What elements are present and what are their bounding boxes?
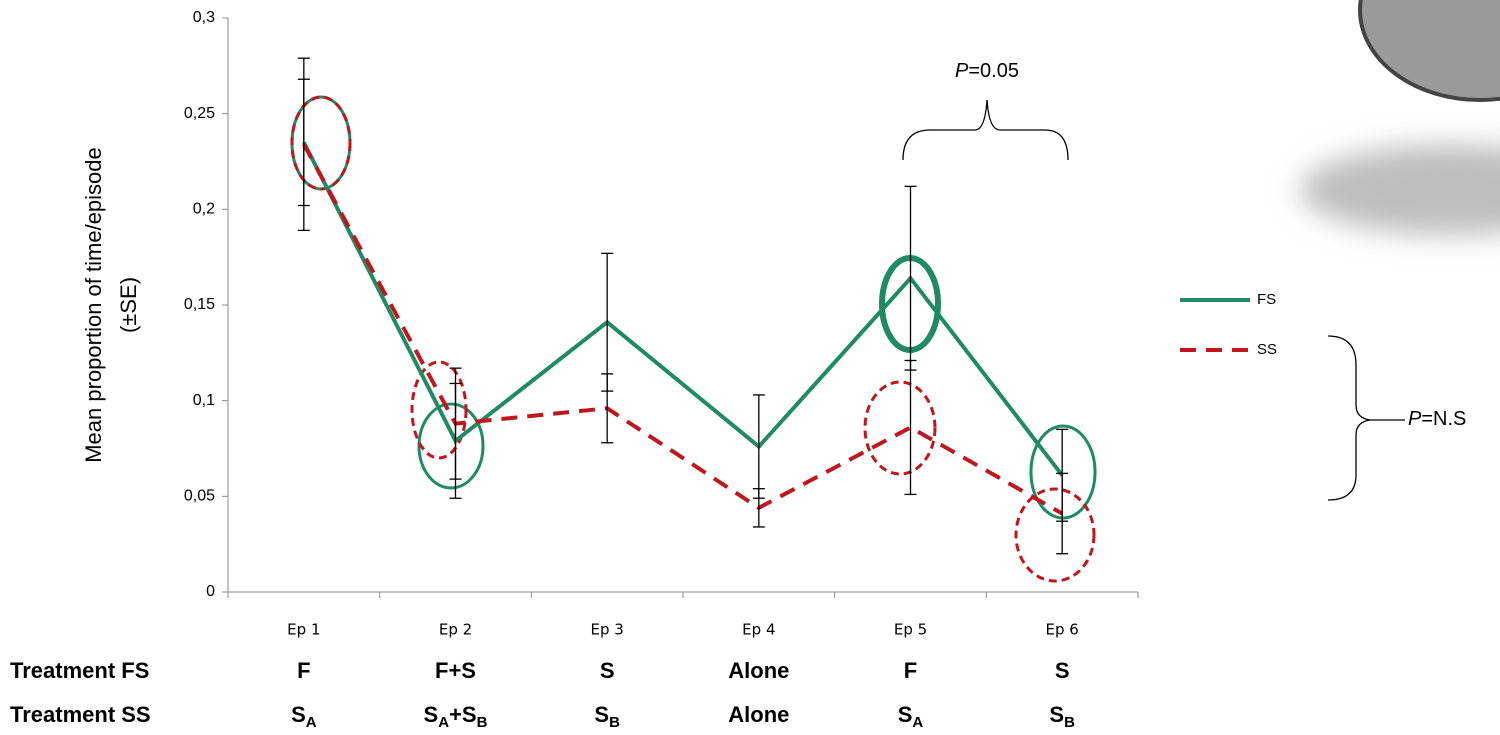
treatment-cell: Alone (728, 658, 789, 683)
treatment-cell: Alone (728, 702, 789, 727)
x-tick-label: Ep 1 (287, 621, 320, 639)
treatment-subscript: A (912, 714, 923, 731)
error-bar (1056, 472, 1069, 555)
y-tick-label: 0,05 (184, 488, 215, 505)
error-bar (601, 373, 614, 444)
annotation-italic: P (955, 60, 969, 82)
error-bar (297, 57, 310, 232)
treatment-text: S (1049, 702, 1064, 727)
treatment-subscript: B (1064, 714, 1075, 731)
treatment-text: Alone (728, 702, 789, 727)
error-bar (752, 394, 765, 499)
error-bar (904, 359, 917, 496)
y-tick-label: 0,3 (193, 9, 215, 26)
treatment-text: S (1055, 658, 1070, 683)
treatment-cell: F (297, 658, 310, 683)
error-bar (904, 185, 917, 371)
y-axis-title: Mean proportion of time/episode (81, 147, 106, 463)
y-tick-label: 0 (206, 583, 215, 600)
series-line (302, 143, 1064, 516)
decoration (1300, 0, 1500, 235)
treatment-cell: SA (898, 702, 924, 731)
highlight-circles (290, 95, 1097, 583)
treatment-text: S (424, 702, 439, 727)
treatment-cell: S (600, 658, 615, 683)
y-axis-title: (±SE) (116, 277, 141, 333)
error-bar (601, 252, 614, 392)
treatment-cell: SB (594, 702, 620, 731)
legend-label: FS (1257, 291, 1276, 308)
annotation-text: =N.S (1421, 408, 1466, 430)
treatment-cell: SA (291, 702, 317, 731)
treatment-text: S (291, 702, 306, 727)
x-tick-label: Ep 6 (1046, 621, 1079, 639)
treatment-text: F (297, 658, 310, 683)
treatment-text: F (904, 658, 917, 683)
legend-label: SS (1257, 341, 1277, 358)
treatment-text: F+S (435, 658, 476, 683)
treatment-subscript: B (609, 714, 620, 731)
treatment-cell: SA+SB (424, 702, 488, 731)
treatment-label: Treatment FS (10, 658, 149, 683)
treatment-subscript: A (438, 714, 449, 731)
treatment-text: +S (449, 702, 477, 727)
treatment-subscript: A (306, 714, 317, 731)
treatment-cell: F (904, 658, 917, 683)
y-tick-label: 0,15 (184, 296, 215, 313)
annotation: P=N.S (1408, 408, 1466, 430)
annotation: P=0.05 (955, 60, 1019, 82)
x-tick-label: Ep 2 (439, 621, 472, 639)
bracket (902, 99, 1069, 161)
annotation-italic: P (1408, 408, 1422, 430)
annotation-text: =0.05 (968, 60, 1019, 82)
x-tick-label: Ep 5 (894, 621, 927, 639)
treatment-cell: F+S (435, 658, 476, 683)
x-tick-label: Ep 4 (742, 621, 775, 639)
treatment-text: S (600, 658, 615, 683)
treatment-subscript: B (477, 714, 488, 731)
x-tick-label: Ep 3 (591, 621, 624, 639)
series-line (302, 141, 1064, 477)
error-bar (449, 367, 462, 480)
treatment-cell: S (1055, 658, 1070, 683)
treatment-cell: SB (1049, 702, 1075, 731)
error-bar (752, 488, 765, 528)
treatment-text: Alone (728, 658, 789, 683)
treatment-text: S (898, 702, 913, 727)
treatment-text: S (594, 702, 609, 727)
y-tick-label: 0,25 (184, 105, 215, 122)
y-tick-label: 0,1 (193, 392, 215, 409)
treatment-label: Treatment SS (10, 702, 151, 727)
y-tick-label: 0,2 (193, 201, 215, 218)
bracket (1327, 335, 1371, 501)
